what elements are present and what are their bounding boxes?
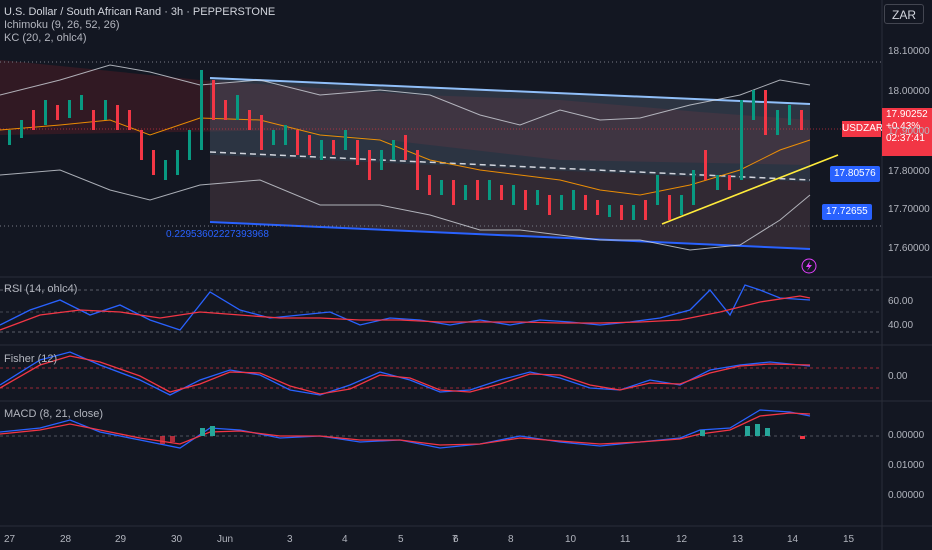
price-axis-label: 18.00000 (888, 86, 930, 97)
time-axis-label: 13 (732, 534, 744, 545)
fisher-line (0, 351, 811, 396)
time-axis-label: 11 (620, 534, 631, 545)
time-axis-label: 10 (565, 534, 577, 545)
time-axis-label: 12 (676, 534, 688, 545)
time-axis-label: 28 (60, 534, 72, 545)
time-axis-label: 3 (287, 534, 293, 545)
upper-level-tag: 17.80576 (830, 166, 880, 182)
symbol-title[interactable]: U.S. Dollar / South African Rand · 3h · … (4, 6, 276, 18)
price-axis-label: 17.60000 (888, 243, 930, 254)
keltner-upper (0, 64, 811, 126)
bar-countdown: 02:37:41 (886, 133, 925, 144)
macd-line (0, 409, 811, 449)
rsi-axis-label: 60.00 (888, 296, 914, 307)
time-axis-label: 29 (115, 534, 127, 545)
time-axis-label: 27 (4, 534, 16, 545)
last-price-box: 17.90252 +0.43% 02:37:41 (882, 108, 932, 156)
time-axis-label: 6 (453, 534, 459, 545)
macd-legend[interactable]: MACD (8, 21, close) (4, 408, 104, 420)
macd-axis-label: 0.00000 (888, 430, 925, 441)
fib-label: 0.22953602227393968 (166, 229, 269, 240)
change-pct: +0.43% (886, 121, 921, 132)
chart-legend: U.S. Dollar / South African Rand · 3h · … (4, 6, 275, 45)
time-axis-label: 7 (452, 534, 458, 545)
time-axis-label: 15 (843, 534, 855, 545)
macd-histogram (160, 424, 805, 444)
time-axis-label: 4 (342, 534, 348, 545)
lower-level-tag: 17.72655 (822, 204, 872, 220)
rsi-signal (0, 295, 811, 331)
fisher-legend[interactable]: Fisher (12) (4, 353, 58, 365)
macd-axis-label: 0.01000 (888, 460, 925, 471)
time-axis-label: 8 (508, 534, 514, 545)
currency-button[interactable]: ZAR (884, 4, 924, 24)
time-axis-label: 14 (787, 534, 799, 545)
time-axis-label: 30 (171, 534, 183, 545)
time-axis-label: Jun (217, 534, 234, 545)
keltner-legend[interactable]: KC (20, 2, ohlc4) (4, 32, 87, 44)
keltner-mid (0, 117, 811, 196)
macd-signal (0, 412, 811, 446)
time-axis-label: 5 (398, 534, 404, 545)
rsi-line (0, 284, 811, 331)
regression-channel-upper (210, 78, 810, 182)
fisher-trigger (0, 355, 811, 395)
fisher-axis-label: 0.00 (888, 371, 908, 382)
price-axis-label: 18.10000 (888, 46, 930, 57)
price-axis-label: 17.80000 (888, 166, 930, 177)
candles (8, 70, 803, 220)
ichimoku-legend[interactable]: Ichimoku (9, 26, 52, 26) (4, 19, 120, 31)
ticker-tag: USDZAR (842, 121, 883, 137)
last-price: 17.90252 (886, 109, 928, 120)
macd-axis-label: 0.00000 (888, 490, 925, 501)
price-axis-label: 17.70000 (888, 204, 930, 215)
rsi-legend[interactable]: RSI (14, ohlc4) (4, 283, 78, 295)
rsi-axis-label: 40.00 (888, 320, 914, 331)
keltner-lower (0, 169, 811, 251)
price-axis-label: 17.90000 (888, 126, 930, 137)
